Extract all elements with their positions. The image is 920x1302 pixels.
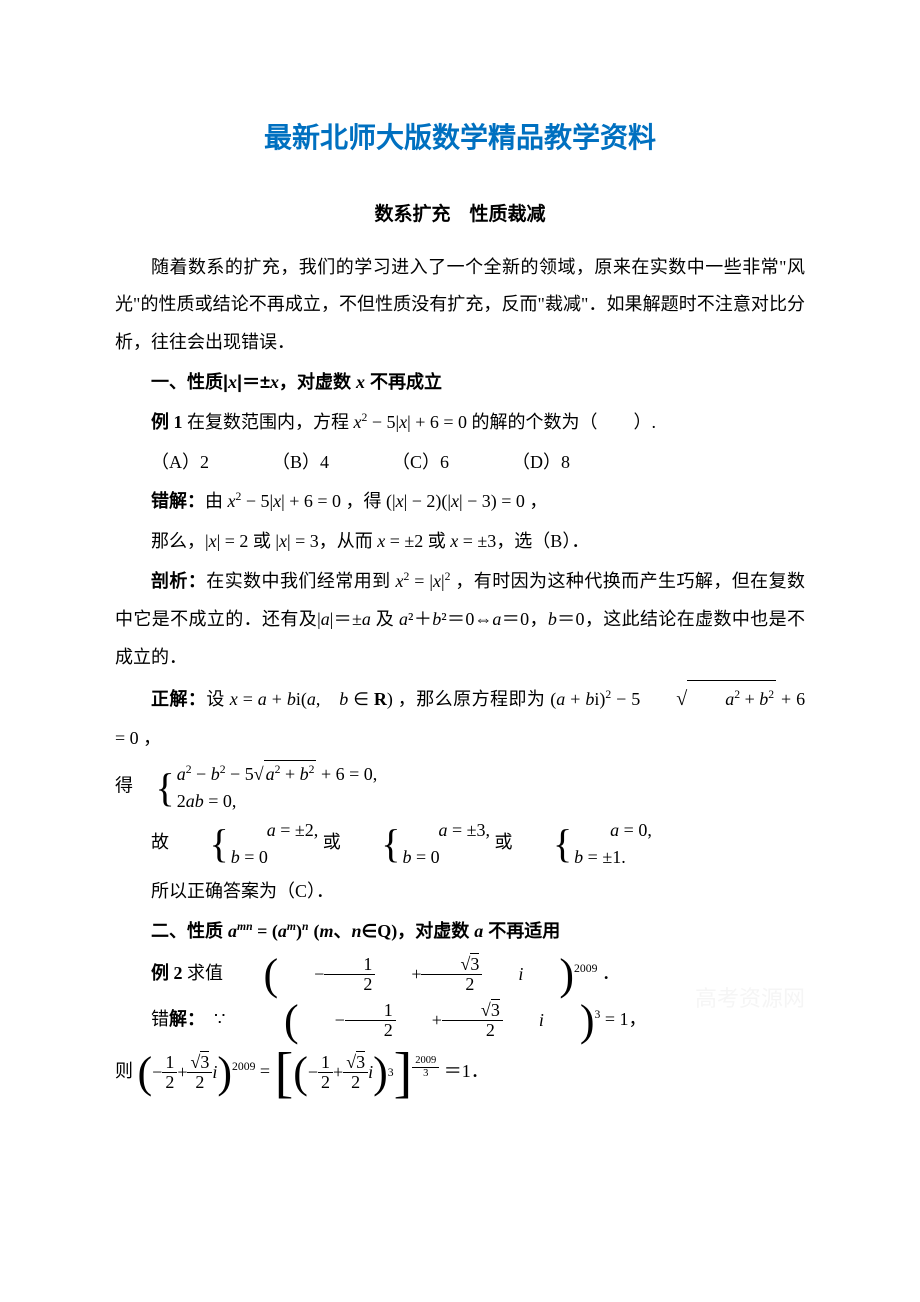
option-b: （B）4 [281, 452, 329, 472]
main-title: 最新北师大版数学精品教学资料 [115, 110, 805, 169]
option-c: （C）6 [401, 452, 449, 472]
intro-paragraph: 随着数系的扩充，我们的学习进入了一个全新的领域，原来在实数中一些非常"风光"的性… [115, 249, 805, 362]
wrong-solution-1: 错解：由 x2 − 5|x| + 6 = 0 ，得 (|x| − 2)(|x| … [115, 483, 805, 521]
option-d: （D）8 [521, 452, 570, 472]
solution-cases: 故 { a = ±2, b = 0 或 { a = ±3, b = 0 或 { … [115, 817, 805, 871]
option-a: （A）2 [151, 452, 209, 472]
system-equations: 得 { a2 − b2 − 5√a2 + b2 + 6 = 0, 2ab = 0… [115, 760, 805, 815]
correct-solution-1: 正解：设 x = a + bi(a, b ∈ R) ，那么原方程即为 (a + … [115, 678, 805, 758]
example-2: 例 2 求值 ( − 12 + √32 i ) 2009 ． [115, 953, 805, 997]
section-1-title: 一、性质|x|＝±x，对虚数 x 不再成立 [115, 364, 805, 402]
analysis: 剖析：在实数中我们经常用到 x2 = |x|2 ，有时因为这种代换而产生巧解，但… [115, 563, 805, 676]
example-1: 例 1 在复数范围内，方程 x2 − 5|x| + 6 = 0 的解的个数为（ … [115, 404, 805, 442]
section-2-title: 二、性质 amn = (am)n (m、n∈Q)，对虚数 a 不再适用 [115, 913, 805, 951]
answer-line: 所以正确答案为（C）． [115, 873, 805, 911]
wrong-solution-ex2-1: 错解： ∵ ( − 12 + √32 i ) 3 = 1， [115, 999, 805, 1043]
wrong-solution-2: 那么，|x| = 2 或 |x| = 3，从而 x = ±2 或 x = ±3，… [115, 523, 805, 561]
sub-title: 数系扩充 性质裁减 [115, 195, 805, 235]
wrong-solution-ex2-2: 则 ( − 12 + √32 i ) 2009 = [ ( − 12 + √32… [115, 1045, 805, 1101]
options-row: （A）2 （B）4 （C）6 （D）8 [115, 444, 805, 482]
